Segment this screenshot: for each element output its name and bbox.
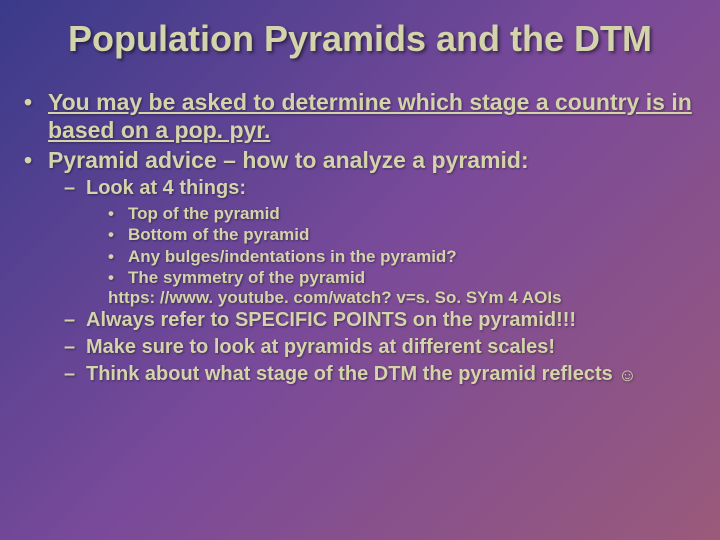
slide-title: Population Pyramids and the DTM	[0, 0, 720, 69]
bullet-level2: – Look at 4 things:	[64, 176, 696, 201]
bullet-level3: • Top of the pyramid	[108, 203, 696, 224]
bullet-text: You may be asked to determine which stag…	[48, 89, 696, 144]
bullet-level2: – Always refer to SPECIFIC POINTS on the…	[64, 308, 696, 333]
bullet-marker: •	[24, 89, 48, 144]
url-text: https: //www. youtube. com/watch? v=s. S…	[108, 288, 696, 308]
bullet-level3: • The symmetry of the pyramid	[108, 267, 696, 288]
dash-marker: –	[64, 176, 86, 201]
bullet-marker: •	[108, 267, 128, 288]
bullet-marker: •	[108, 224, 128, 245]
bullet-marker: •	[108, 246, 128, 267]
bullet-level1: • Pyramid advice – how to analyze a pyra…	[24, 147, 696, 175]
bullet-level1: • You may be asked to determine which st…	[24, 89, 696, 144]
smiley-icon: ☺	[618, 364, 636, 387]
slide-content: • You may be asked to determine which st…	[0, 69, 720, 387]
bullet-level2: – Think about what stage of the DTM the …	[64, 362, 696, 387]
bullet-level3: • Bottom of the pyramid	[108, 224, 696, 245]
bullet-text: The symmetry of the pyramid	[128, 267, 365, 288]
bullet-text: Any bulges/indentations in the pyramid?	[128, 246, 457, 267]
bullet-text: Look at 4 things:	[86, 176, 246, 201]
bullet-text: Top of the pyramid	[128, 203, 280, 224]
bullet-marker: •	[24, 147, 48, 175]
bullet-marker: •	[108, 203, 128, 224]
dash-marker: –	[64, 335, 86, 360]
dash-marker: –	[64, 308, 86, 333]
dash-marker: –	[64, 362, 86, 387]
bullet-level3: • Any bulges/indentations in the pyramid…	[108, 246, 696, 267]
bullet-text: Think about what stage of the DTM the py…	[86, 362, 637, 387]
bullet-text: Always refer to SPECIFIC POINTS on the p…	[86, 308, 576, 333]
bullet-text: Make sure to look at pyramids at differe…	[86, 335, 555, 360]
bullet-level2: – Make sure to look at pyramids at diffe…	[64, 335, 696, 360]
bullet-text: Pyramid advice – how to analyze a pyrami…	[48, 147, 529, 175]
bullet-text: Bottom of the pyramid	[128, 224, 309, 245]
